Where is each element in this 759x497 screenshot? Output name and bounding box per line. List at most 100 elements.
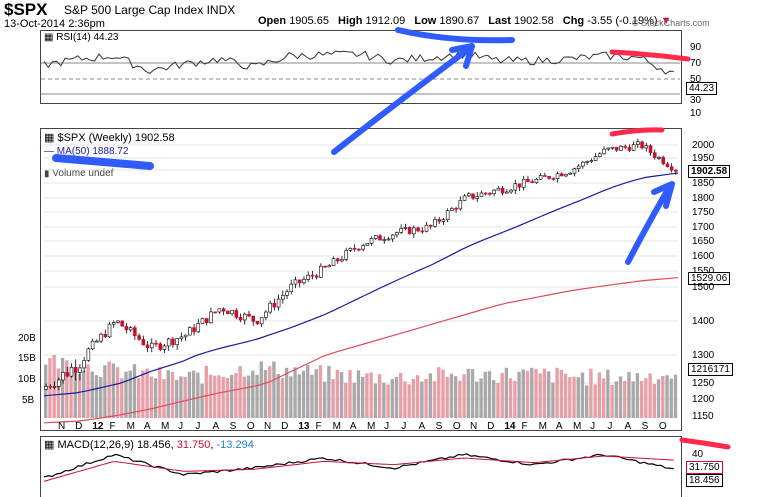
- volume-bar: [530, 367, 534, 418]
- volume-bar: [77, 373, 82, 418]
- volume-bar: [204, 365, 208, 418]
- candle-body: [517, 183, 522, 188]
- x-axis-label: S: [641, 421, 649, 432]
- x-axis-label: J: [195, 421, 201, 432]
- volume-bar: [183, 376, 187, 418]
- volume-bar: [162, 379, 166, 418]
- volume-bar: [589, 368, 593, 418]
- volume-bar: [669, 378, 673, 418]
- candle-body: [73, 366, 78, 373]
- candle-body: [171, 338, 175, 346]
- volume-bar: [158, 367, 162, 418]
- volume-bar: [94, 375, 99, 418]
- volume-bar: [441, 369, 445, 418]
- volume-bar: [90, 371, 94, 418]
- candle-body: [386, 238, 391, 241]
- volume-bar: [382, 382, 386, 418]
- candle-body: [636, 141, 640, 145]
- volume-bar: [191, 370, 196, 418]
- x-axis-label: O: [452, 421, 461, 432]
- volume-bar: [618, 376, 623, 418]
- candle-body: [648, 145, 653, 153]
- candle-body: [589, 160, 594, 162]
- price-tick-1800: 1800: [692, 193, 715, 204]
- candle-body: [293, 279, 298, 285]
- candle-body: [352, 247, 357, 250]
- volume-bar: [445, 376, 449, 418]
- volume-bar: [120, 378, 124, 418]
- candle-body: [86, 348, 91, 361]
- volume-bar: [200, 383, 204, 418]
- rsi-tick-50: 50: [690, 74, 702, 85]
- rsi-legend: ▦ RSI(14) 44.23: [44, 32, 119, 43]
- x-axis-label: 14: [504, 421, 516, 432]
- x-axis-labels: N D 12 F M A M J J A S O N D 13 F M A M J J A S O N D 14 F M A M J J A S O: [0, 421, 759, 435]
- candle-body: [445, 210, 450, 221]
- candle-body: [331, 258, 336, 266]
- volume-bar: [344, 382, 348, 418]
- volume-bar: [458, 380, 462, 418]
- x-axis-label: J: [178, 421, 184, 432]
- candle-body: [652, 152, 657, 158]
- volume-bar: [221, 376, 225, 418]
- candle-body: [69, 366, 74, 377]
- volume-bar: [229, 374, 234, 418]
- candle-body: [420, 230, 425, 233]
- x-axis-label: N: [470, 421, 478, 432]
- volume-bar: [373, 383, 378, 418]
- candle-body: [610, 146, 615, 149]
- volume-bar: [517, 371, 521, 418]
- candle-body: [496, 187, 501, 191]
- candle-body: [255, 321, 260, 325]
- candle-body: [111, 322, 116, 325]
- candle-body: [289, 283, 294, 293]
- candlesticks: [44, 138, 678, 391]
- x-axis-label: M: [573, 421, 582, 432]
- rsi-tick-90: 90: [690, 42, 702, 53]
- volume-bar: [213, 375, 217, 418]
- volume-bar: [128, 370, 132, 418]
- volume-bar: [69, 372, 73, 418]
- volume-bar: [466, 368, 471, 418]
- volume-bar: [289, 376, 293, 418]
- volume-bar: [352, 382, 356, 418]
- candle-body: [310, 274, 315, 277]
- candle-body: [428, 224, 433, 227]
- candle-body: [133, 327, 137, 336]
- macd-line: [43, 453, 674, 478]
- candle-body: [390, 234, 395, 240]
- candle-body: [183, 334, 188, 338]
- rsi-tick-10: 10: [690, 108, 702, 119]
- candle-body: [335, 258, 340, 262]
- candle-body: [640, 141, 644, 149]
- volume-bar: [661, 376, 665, 418]
- x-axis-label: N: [264, 421, 272, 432]
- volume-bar: [238, 366, 242, 418]
- candle-body: [158, 343, 163, 350]
- volume-bar: [348, 370, 352, 418]
- volume-bar: [115, 367, 120, 418]
- candle-body: [90, 340, 95, 350]
- x-axis-label: 13: [298, 421, 310, 432]
- volume-bar: [639, 380, 644, 418]
- volume-bar: [153, 378, 158, 418]
- candle-body: [581, 161, 585, 167]
- volume-bar: [576, 377, 580, 418]
- candle-body: [416, 227, 420, 232]
- candle-body: [361, 245, 365, 250]
- volume-bar: [356, 370, 361, 418]
- candle-body: [631, 144, 636, 151]
- candle-body: [538, 175, 543, 180]
- volume-bar: [170, 371, 175, 418]
- volume-bar: [361, 376, 365, 418]
- candle-body: [606, 147, 611, 150]
- volume-bar: [242, 376, 247, 418]
- candle-body: [242, 313, 247, 321]
- candle-body: [369, 238, 374, 244]
- candle-body: [281, 295, 285, 300]
- candle-body: [344, 250, 348, 260]
- price-tick-1150: 1150: [692, 411, 714, 422]
- volume-bar: [546, 371, 551, 418]
- candle-body: [395, 232, 399, 236]
